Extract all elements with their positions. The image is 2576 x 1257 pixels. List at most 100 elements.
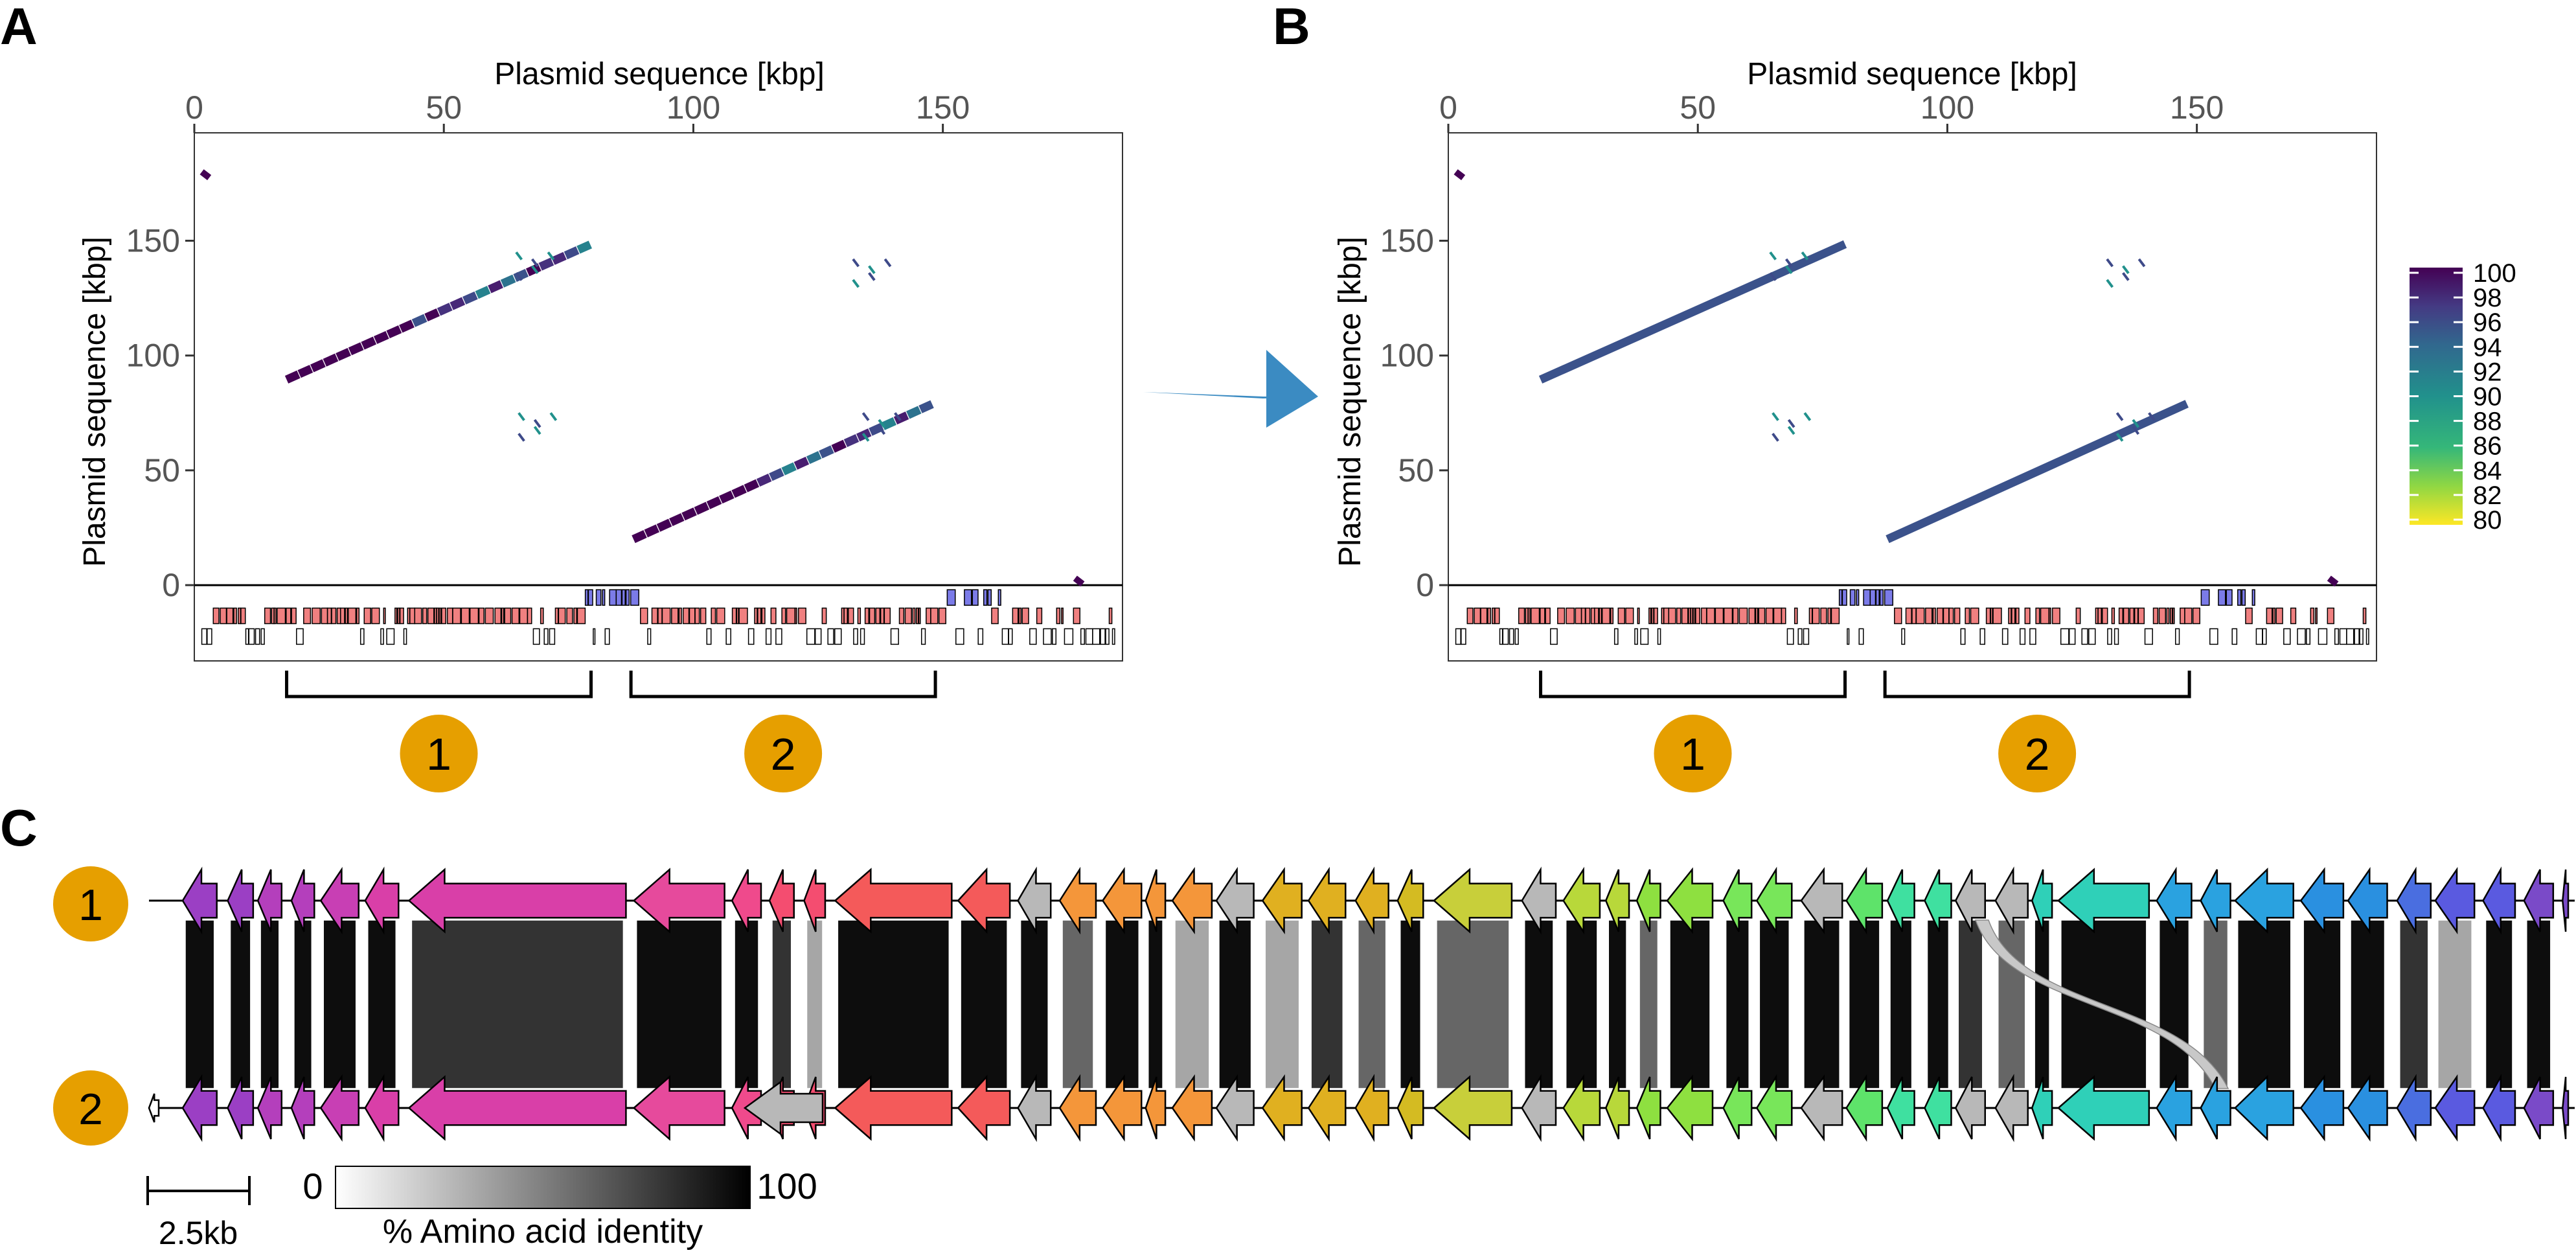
alignment-segment xyxy=(831,439,847,453)
gene-block xyxy=(991,607,999,625)
gene-arrow xyxy=(2396,1074,2432,1142)
y-tick-label: 0 xyxy=(1416,567,1434,603)
gene-arrow xyxy=(319,1074,359,1142)
gene-block xyxy=(765,628,772,645)
gene-arrow xyxy=(1845,866,1884,935)
dotplot-b-alignments xyxy=(1453,169,2339,587)
region-label: 2 xyxy=(771,729,796,779)
gene-block xyxy=(1879,589,1884,606)
gene-block xyxy=(1637,607,1640,625)
gene-block xyxy=(2315,607,2318,625)
gene-block xyxy=(1797,628,1803,645)
gene-block xyxy=(1765,607,1774,625)
homology-ribbon xyxy=(323,919,357,1089)
gene-block xyxy=(2040,607,2049,625)
self-hit-mark xyxy=(1453,169,1466,181)
gene-block xyxy=(1653,607,1658,625)
gene-arrow xyxy=(2347,867,2388,934)
gene-arrow xyxy=(1666,1074,1714,1142)
alignment-segment xyxy=(644,524,660,538)
gene-block xyxy=(1690,607,1693,625)
repeat-mark xyxy=(861,412,870,421)
gene-block xyxy=(2251,589,2255,606)
self-hit-mark xyxy=(199,169,212,181)
repeat-mark xyxy=(878,419,886,428)
gene-block xyxy=(399,607,404,625)
self-hit-mark xyxy=(2327,575,2339,587)
repeat-mark xyxy=(1803,412,1812,421)
scale-bar-label: 2.5kb xyxy=(159,1215,238,1251)
gene-block xyxy=(1820,607,1827,625)
gene-block xyxy=(2111,607,2115,625)
gene-block xyxy=(1936,607,1944,625)
gene-block xyxy=(1925,607,1933,625)
alignment-segment xyxy=(373,330,389,344)
repeat-mark xyxy=(852,279,860,288)
gene-block xyxy=(2152,607,2159,625)
gene-arrow xyxy=(148,1093,160,1123)
gene-block xyxy=(532,628,540,645)
alignment-segment xyxy=(843,433,860,448)
gene-block xyxy=(983,589,988,606)
gene-block xyxy=(1580,607,1586,625)
gene-arrow xyxy=(1261,867,1303,934)
gene-block xyxy=(1732,607,1738,625)
gene-block xyxy=(1875,589,1880,606)
gene-block xyxy=(303,607,312,625)
repeat-mark xyxy=(1772,412,1779,421)
gene-block xyxy=(2275,607,2283,625)
region-bracket xyxy=(1539,671,1847,698)
gene-block xyxy=(1693,607,1696,625)
gene-block xyxy=(1830,607,1840,625)
alignment-segment xyxy=(706,496,722,509)
gene-arrow xyxy=(364,1074,400,1142)
gene-arrow xyxy=(181,866,218,935)
gene-block xyxy=(2241,589,2246,606)
gene-block xyxy=(2354,628,2360,645)
gene-block xyxy=(775,628,782,645)
repeat-mark xyxy=(1784,258,1793,268)
repeat-mark xyxy=(1801,251,1809,260)
homology-ribbon xyxy=(2350,919,2386,1089)
gene-block xyxy=(1700,607,1707,625)
gene-arrow xyxy=(1101,1074,1143,1142)
gene-arrow xyxy=(1017,1074,1052,1142)
repeat-mark xyxy=(549,412,558,421)
region-label: 1 xyxy=(426,729,451,779)
gene-arrow xyxy=(1636,869,1661,932)
gene-block xyxy=(1492,607,1496,625)
gene-block xyxy=(439,607,442,625)
gene-block xyxy=(501,607,505,625)
gene-block xyxy=(736,607,739,625)
gene-block xyxy=(1965,607,1970,625)
gene-arrow xyxy=(803,869,826,932)
gene-block xyxy=(2172,607,2175,625)
gene-arrow xyxy=(1058,866,1097,935)
region-label: 2 xyxy=(2025,729,2050,779)
alignment-diagonal xyxy=(1538,240,1847,384)
repeat-mark xyxy=(868,271,876,281)
gene-block xyxy=(1992,607,2002,625)
gene-block xyxy=(955,628,964,645)
alignment-segment xyxy=(669,513,685,526)
gene-block xyxy=(1092,628,1100,645)
alignment-segment xyxy=(538,257,554,271)
gene-block xyxy=(1575,607,1582,625)
gene-block xyxy=(1545,607,1551,625)
gene-arrow xyxy=(632,868,725,934)
alignment-segment xyxy=(475,286,491,299)
gene-arrow xyxy=(2562,1076,2570,1140)
gene-arrow xyxy=(2396,866,2432,935)
homology-ribbon xyxy=(229,919,251,1089)
gene-block xyxy=(757,607,762,625)
gene-block xyxy=(2192,607,2200,625)
legend-tick-label: 80 xyxy=(2473,506,2502,535)
gene-block xyxy=(1858,628,1864,645)
repeat-mark xyxy=(1769,251,1777,260)
gene-block xyxy=(997,589,1001,606)
gene-arrow xyxy=(834,868,953,934)
gene-block xyxy=(273,607,277,625)
gene-block xyxy=(875,607,881,625)
alignment-segment xyxy=(681,507,697,521)
gene-arrow xyxy=(632,1075,725,1141)
